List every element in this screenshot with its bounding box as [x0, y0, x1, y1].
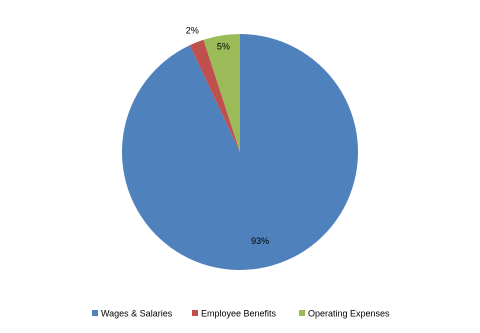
legend-swatch [92, 310, 98, 316]
pie-slice [189, 39, 240, 152]
data-label: 93% [251, 236, 269, 246]
pie-slice [203, 34, 240, 152]
legend-swatch [299, 310, 305, 316]
legend-swatch [192, 310, 198, 316]
legend-label: Operating Expenses [308, 308, 390, 318]
data-label: 5% [217, 41, 230, 51]
legend-label: Employee Benefits [201, 308, 277, 318]
legend-label: Wages & Salaries [101, 308, 173, 318]
data-label: 2% [186, 26, 199, 36]
